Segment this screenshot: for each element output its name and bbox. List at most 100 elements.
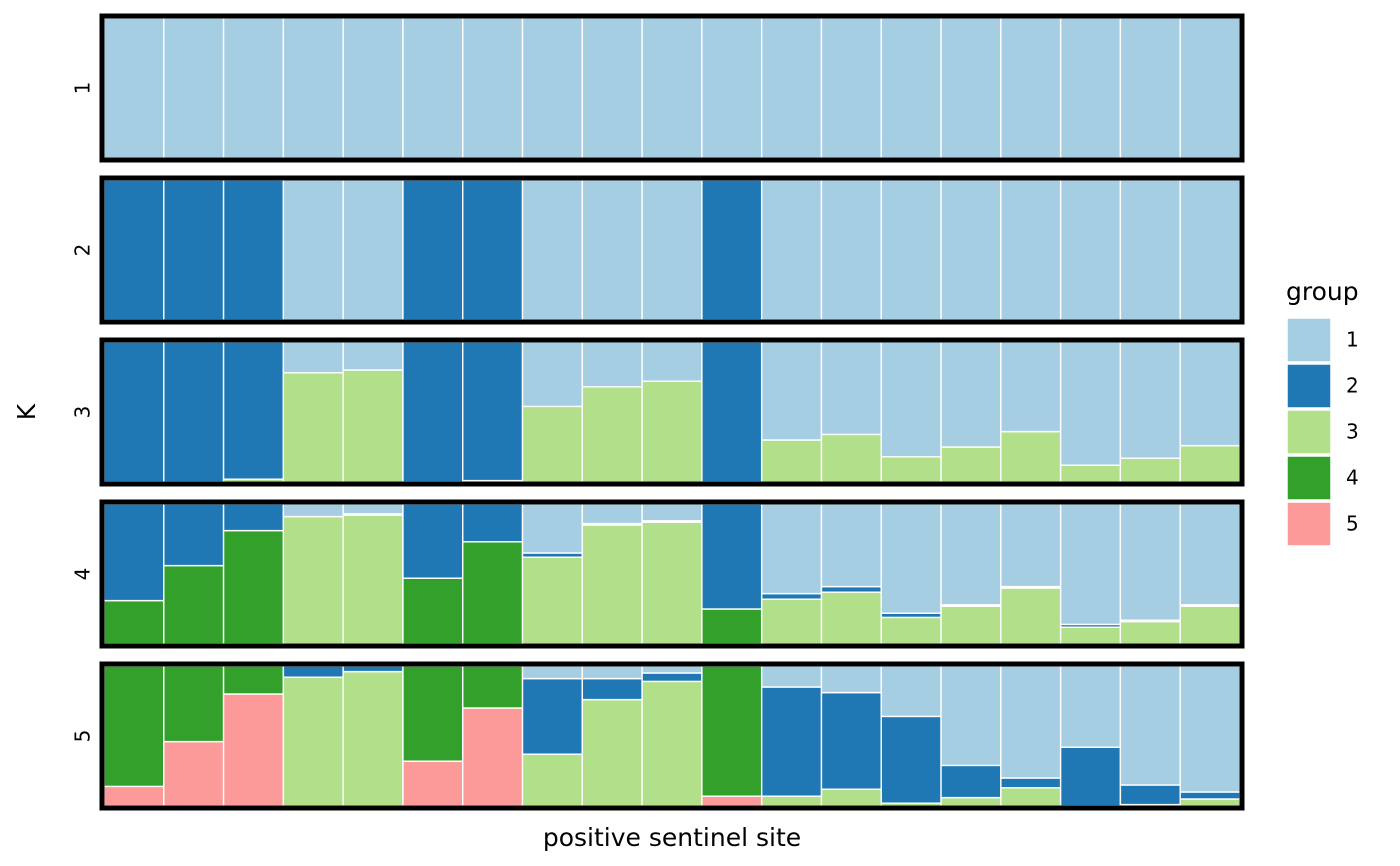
bar-segment-K5-site8-group3: [521, 753, 584, 807]
bar-segment-K2-site13-group1: [820, 179, 882, 321]
bar-segment-K2-site19-group1: [1179, 179, 1241, 321]
bar-segment-K1-site2-group1: [163, 17, 225, 159]
facet-border-K1: [99, 13, 1245, 163]
bar-segment-K3-site19-group1: [1179, 341, 1241, 447]
bar-segment-K5-site15-group3: [940, 796, 1002, 807]
bar-segment-K4-site4-group1: [282, 503, 344, 518]
bar-segment-K3-site4-group1: [282, 341, 344, 374]
bar-segment-K4-site18-group1: [1119, 503, 1181, 621]
bar-segment-K5-site19-group1: [1179, 665, 1241, 793]
bar-segment-K4-site6-group2: [402, 503, 464, 579]
legend-key-group1: [1286, 317, 1332, 363]
bar-segment-K5-site11-group4: [701, 665, 763, 797]
bar-segment-K5-site1-group4: [103, 665, 165, 788]
bar-segment-K3-site13-group1: [820, 341, 882, 436]
bar-segment-K2-site15-group1: [940, 179, 1002, 321]
bar-segment-K5-site17-group2: [1059, 746, 1122, 807]
bar-segment-K3-site5-group1: [342, 341, 404, 371]
bar-segment-K2-site11-group2: [701, 179, 763, 321]
legend-key-group5: [1286, 501, 1332, 547]
bar-segment-K4-site9-group1: [581, 503, 643, 525]
bar-segment-K3-site4-group3: [282, 372, 344, 483]
legend-label-group4: 4: [1346, 466, 1359, 490]
legend-key-group3: [1286, 409, 1332, 455]
bar-segment-K2-site6-group2: [402, 179, 464, 321]
legend: group 1 2 3 4 5: [1286, 277, 1359, 547]
bar-segment-K5-site7-group4: [462, 665, 524, 709]
bar-segment-K3-site1-group2: [103, 341, 165, 483]
bar-segment-K4-site19-group1: [1179, 503, 1241, 606]
bar-segment-K2-site8-group1: [521, 179, 584, 321]
bar-segment-K3-site10-group3: [641, 380, 703, 483]
bar-segment-K4-site1-group4: [103, 599, 165, 645]
bar-segment-K3-site7-group2: [462, 341, 524, 482]
bar-segment-K1-site10-group1: [641, 17, 703, 159]
bar-segment-K5-site9-group1: [581, 665, 643, 680]
facet-border-K5: [99, 661, 1245, 811]
bar-segment-K5-site11-group5: [701, 795, 763, 807]
bar-segment-K5-site15-group1: [940, 665, 1002, 767]
bar-segment-K4-site13-group3: [820, 591, 882, 645]
bar-segment-K4-site7-group2: [462, 503, 524, 543]
bar-segment-K1-site11-group1: [701, 17, 763, 159]
bar-segment-K4-site1-group2: [103, 503, 165, 602]
bar-segment-K3-site12-group3: [760, 439, 823, 483]
bar-segment-K5-site12-group3: [760, 795, 823, 807]
facet-border-K4: [99, 499, 1245, 649]
bar-segment-K4-site5-group1: [342, 503, 404, 515]
bar-segment-K2-site7-group2: [462, 179, 524, 321]
bar-segment-K3-site11-group2: [701, 341, 763, 483]
bar-segment-K5-site10-group2: [641, 672, 703, 683]
bar-segment-K3-site9-group3: [581, 386, 643, 483]
facet-border-K2: [99, 175, 1245, 325]
bar-segment-K3-site18-group3: [1119, 457, 1181, 483]
bar-segment-K5-site15-group2: [940, 764, 1002, 799]
bar-segment-K1-site5-group1: [342, 17, 404, 159]
bar-segment-K5-site19-group3: [1179, 798, 1241, 807]
bar-segment-K2-site4-group1: [282, 179, 344, 321]
bar-segment-K5-site8-group2: [521, 677, 584, 755]
bar-segment-K3-site17-group1: [1059, 341, 1122, 466]
bar-segment-K1-site16-group1: [1000, 17, 1062, 159]
bar-segment-K3-site19-group3: [1179, 444, 1241, 483]
bar-segment-K4-site16-group3: [1000, 587, 1062, 645]
legend-label-group1: 1: [1346, 328, 1359, 352]
legend-key-group2: [1286, 363, 1332, 409]
bar-segment-K5-site5-group2: [342, 665, 404, 673]
bar-segment-K2-site2-group2: [163, 179, 225, 321]
bar-segment-K1-site14-group1: [880, 17, 942, 159]
facet-strip-label: 1: [71, 82, 95, 95]
legend-label-group2: 2: [1346, 374, 1359, 398]
bar-segment-K4-site14-group1: [880, 503, 942, 614]
bar-segment-K4-site6-group4: [402, 577, 464, 645]
bar-segment-K5-site14-group2: [880, 715, 942, 804]
bar-segment-K4-site11-group4: [701, 608, 763, 645]
bar-segment-K3-site18-group1: [1119, 341, 1181, 459]
bar-segment-K4-site3-group4: [222, 529, 285, 645]
x-axis-title: positive sentinel site: [543, 823, 801, 852]
bar-segment-K5-site4-group2: [282, 665, 344, 678]
facet-border-K3: [99, 337, 1245, 487]
bar-segment-K5-site19-group2: [1179, 791, 1241, 800]
bar-segment-K5-site1-group5: [103, 785, 165, 807]
bar-segment-K3-site3-group2: [222, 341, 285, 480]
bar-segment-K2-site18-group1: [1119, 179, 1181, 321]
bar-segment-K3-site5-group3: [342, 369, 404, 483]
bar-segment-K3-site9-group1: [581, 341, 643, 388]
bar-segment-K5-site2-group5: [163, 740, 225, 807]
bar-segment-K4-site15-group3: [940, 605, 1002, 645]
bar-segment-K5-site16-group2: [1000, 777, 1062, 789]
facet-panel-K1: 1: [71, 13, 1245, 163]
bar-segment-K5-site6-group4: [402, 665, 464, 762]
bar-segment-K3-site10-group1: [641, 341, 703, 382]
bar-segment-K4-site4-group3: [282, 515, 344, 645]
bar-segment-K3-site16-group3: [1000, 430, 1062, 483]
bar-segment-K3-site17-group3: [1059, 464, 1122, 483]
bar-segment-K5-site13-group2: [820, 691, 882, 790]
bar-segment-K5-site10-group3: [641, 680, 703, 807]
legend-label-group5: 5: [1346, 512, 1359, 536]
facet-panel-K4: 4: [71, 499, 1245, 649]
bar-segment-K4-site11-group2: [701, 503, 763, 610]
bar-segment-K5-site7-group5: [462, 707, 524, 807]
